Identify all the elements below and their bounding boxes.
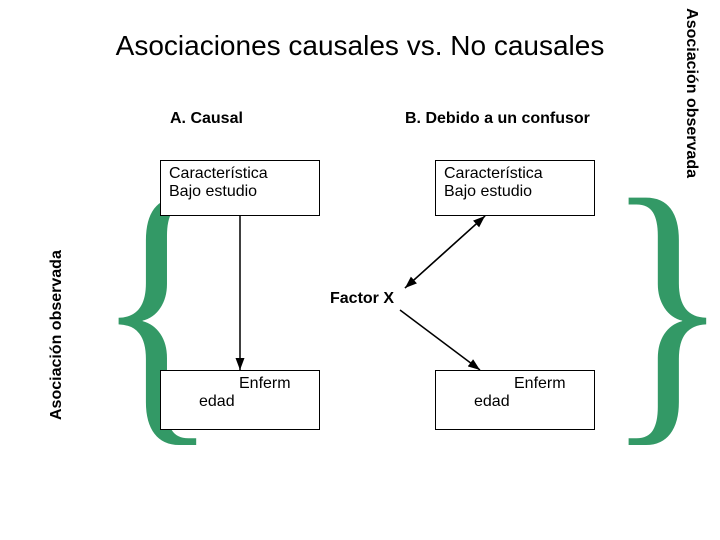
box-feature-a-line1: Característica	[169, 165, 311, 183]
heading-a-causal: A. Causal	[170, 110, 243, 128]
heading-b-confusor: B. Debido a un confusor	[405, 110, 590, 128]
box-feature-b-line1: Característica	[444, 165, 586, 183]
box-feature-a: Característica Bajo estudio	[160, 160, 320, 216]
box-disease-b-line2: edad	[444, 393, 586, 411]
box-disease-a-line2: edad	[169, 393, 311, 411]
slide-title: Asociaciones causales vs. No causales	[0, 30, 720, 62]
side-label-left: Asociación observada	[48, 250, 66, 420]
box-disease-a-line1: Enferm	[169, 375, 311, 393]
box-feature-b-line2: Bajo estudio	[444, 183, 586, 201]
arrow-factor-to-feature	[405, 216, 485, 288]
box-disease-b: Enferm edad	[435, 370, 595, 430]
factor-x-label: Factor X	[330, 290, 394, 308]
box-disease-b-line1: Enferm	[444, 375, 586, 393]
arrow-factor-to-disease	[400, 310, 480, 370]
box-feature-a-line2: Bajo estudio	[169, 183, 311, 201]
box-disease-a: Enferm edad	[160, 370, 320, 430]
side-label-right: Asociación observada	[682, 8, 700, 178]
box-feature-b: Característica Bajo estudio	[435, 160, 595, 216]
arrow-b-to-factor	[405, 216, 485, 288]
brace-right: }	[605, 156, 720, 455]
